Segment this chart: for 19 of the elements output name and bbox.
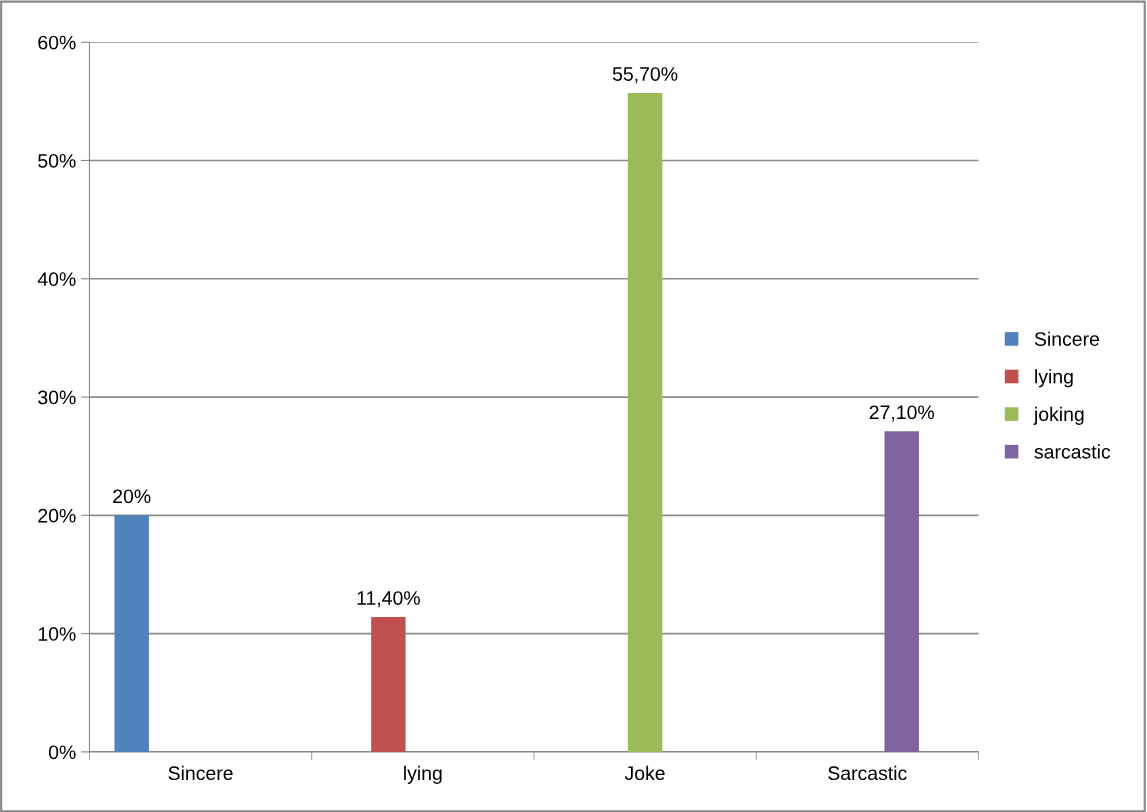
y-tick-label: 0% [48, 745, 76, 760]
data-label: 11,40% [357, 591, 420, 608]
y-tick-label: 50% [38, 153, 76, 168]
x-tick-label: Sincere [168, 765, 233, 781]
legend-label: joking [1033, 406, 1084, 425]
y-tick-label: 20% [38, 508, 76, 523]
y-tick-label: 30% [38, 390, 76, 405]
x-tick-label: lying [404, 765, 442, 784]
y-tick-label: 60% [38, 35, 76, 50]
data-label: 27,10% [869, 405, 935, 422]
data-label: 20% [113, 489, 151, 504]
data-label: 55,70% [612, 67, 678, 84]
legend-label: lying [1035, 369, 1073, 388]
y-tick-label: 40% [37, 272, 76, 287]
x-tick-label: Sarcastic [828, 765, 907, 781]
legend-label: sarcastic [1034, 444, 1111, 459]
y-tick-label: 10% [38, 627, 76, 641]
x-tick-label: Joke [624, 765, 665, 781]
legend-label: Sincere [1034, 331, 1100, 346]
